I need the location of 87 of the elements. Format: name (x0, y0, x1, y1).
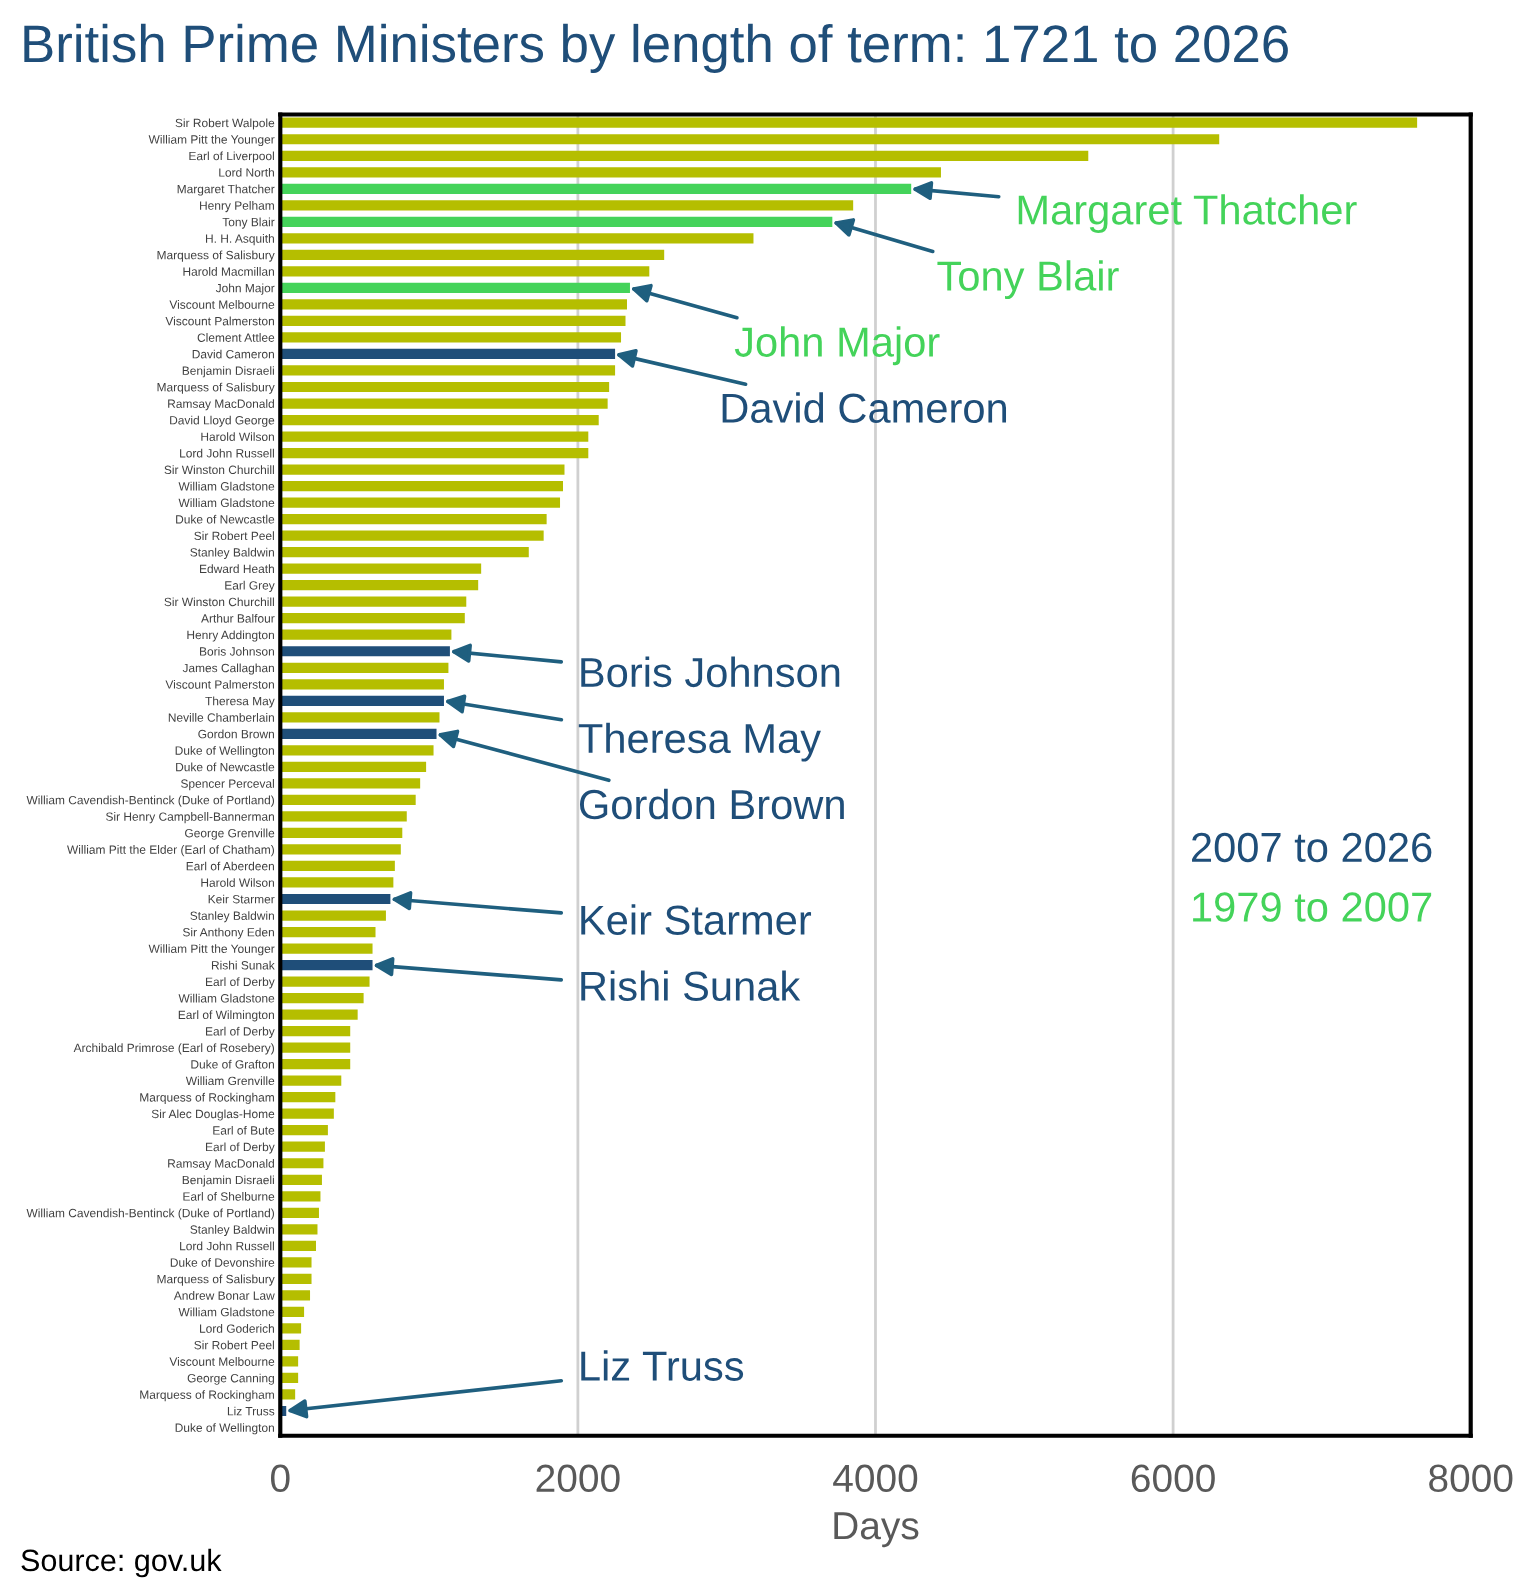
annotation: Boris Johnson (581, 656, 840, 688)
bar (280, 381, 610, 393)
bar (280, 1339, 300, 1351)
annotation: Gordon Brown (579, 788, 844, 820)
x-tick-label: 2000 (536, 1464, 620, 1493)
bar (280, 613, 465, 624)
bar (280, 365, 616, 376)
annotation: Theresa May (578, 722, 821, 762)
bar (280, 580, 479, 591)
x-tick-label: 8000 (1429, 1464, 1513, 1493)
bar (280, 464, 565, 475)
bar (280, 447, 589, 459)
bar (280, 1042, 351, 1053)
bar (280, 629, 452, 640)
bar (280, 662, 449, 673)
bar (280, 1009, 358, 1020)
bar (280, 1108, 334, 1119)
bar (280, 811, 407, 822)
bar (280, 1174, 322, 1185)
bar (280, 910, 386, 921)
bar (280, 794, 416, 806)
bar (280, 1207, 319, 1218)
bar (280, 1240, 316, 1251)
bar (280, 860, 395, 872)
annotation: Tony Blair (937, 260, 1119, 300)
bar (280, 332, 622, 343)
bar (280, 431, 589, 442)
bar (280, 530, 544, 541)
bar (280, 827, 403, 839)
bar (280, 233, 754, 244)
annotation: David Cameron (722, 392, 1007, 423)
bar (280, 1092, 336, 1103)
bar (280, 514, 547, 525)
x-tick-label: 4000 (833, 1464, 918, 1493)
bar (280, 1224, 318, 1235)
text: 1979 to 2007 (1193, 892, 1432, 922)
bar (280, 1323, 302, 1334)
bar (280, 167, 941, 178)
bar (280, 926, 376, 938)
bar (280, 877, 394, 888)
bar (280, 299, 627, 310)
annotation: Keir Starmer (581, 904, 812, 935)
bar (280, 745, 434, 756)
bar (280, 1125, 328, 1136)
bar (280, 547, 529, 558)
text: 2007 to 2026 (1192, 832, 1432, 863)
bar (280, 1257, 312, 1268)
bar (280, 1290, 311, 1301)
bar (280, 679, 444, 690)
bar (280, 1191, 321, 1202)
bar (280, 480, 563, 492)
bar (280, 497, 561, 508)
bar (280, 1059, 351, 1070)
bar (280, 1306, 305, 1318)
bar (280, 266, 650, 277)
bar (280, 943, 373, 954)
bar (280, 315, 626, 327)
bar (280, 1273, 312, 1284)
bar (280, 249, 665, 260)
bar (280, 976, 370, 987)
x-tick-label: 6000 (1131, 1464, 1215, 1493)
x-tick-label: 0 (270, 1464, 290, 1493)
annotation: Margaret Thatcher (1018, 194, 1357, 233)
bar (280, 200, 854, 211)
bar (280, 712, 440, 723)
bar (280, 134, 1220, 145)
bar (280, 1026, 351, 1037)
bar (280, 1141, 325, 1152)
bar (280, 992, 364, 1004)
annotation: Liz Truss (581, 1350, 744, 1381)
annotation: Rishi Sunak (581, 970, 801, 1002)
bar (280, 414, 599, 426)
bar (280, 1075, 342, 1086)
chart-title: British Prime Ministers by length of term: 1721 to 2026 (24, 23, 1288, 74)
bar (280, 844, 401, 855)
annotation: John Major (734, 326, 940, 366)
bar (280, 398, 608, 409)
bar (280, 1356, 299, 1367)
x-axis-title: Days (834, 1512, 919, 1548)
bar (280, 596, 467, 607)
source-note: Source: gov.uk (21, 1548, 222, 1578)
bar (280, 761, 427, 772)
bar (280, 150, 1089, 161)
bar (280, 117, 1418, 128)
bar (280, 1158, 324, 1169)
bar (280, 778, 421, 789)
bar (280, 563, 482, 574)
